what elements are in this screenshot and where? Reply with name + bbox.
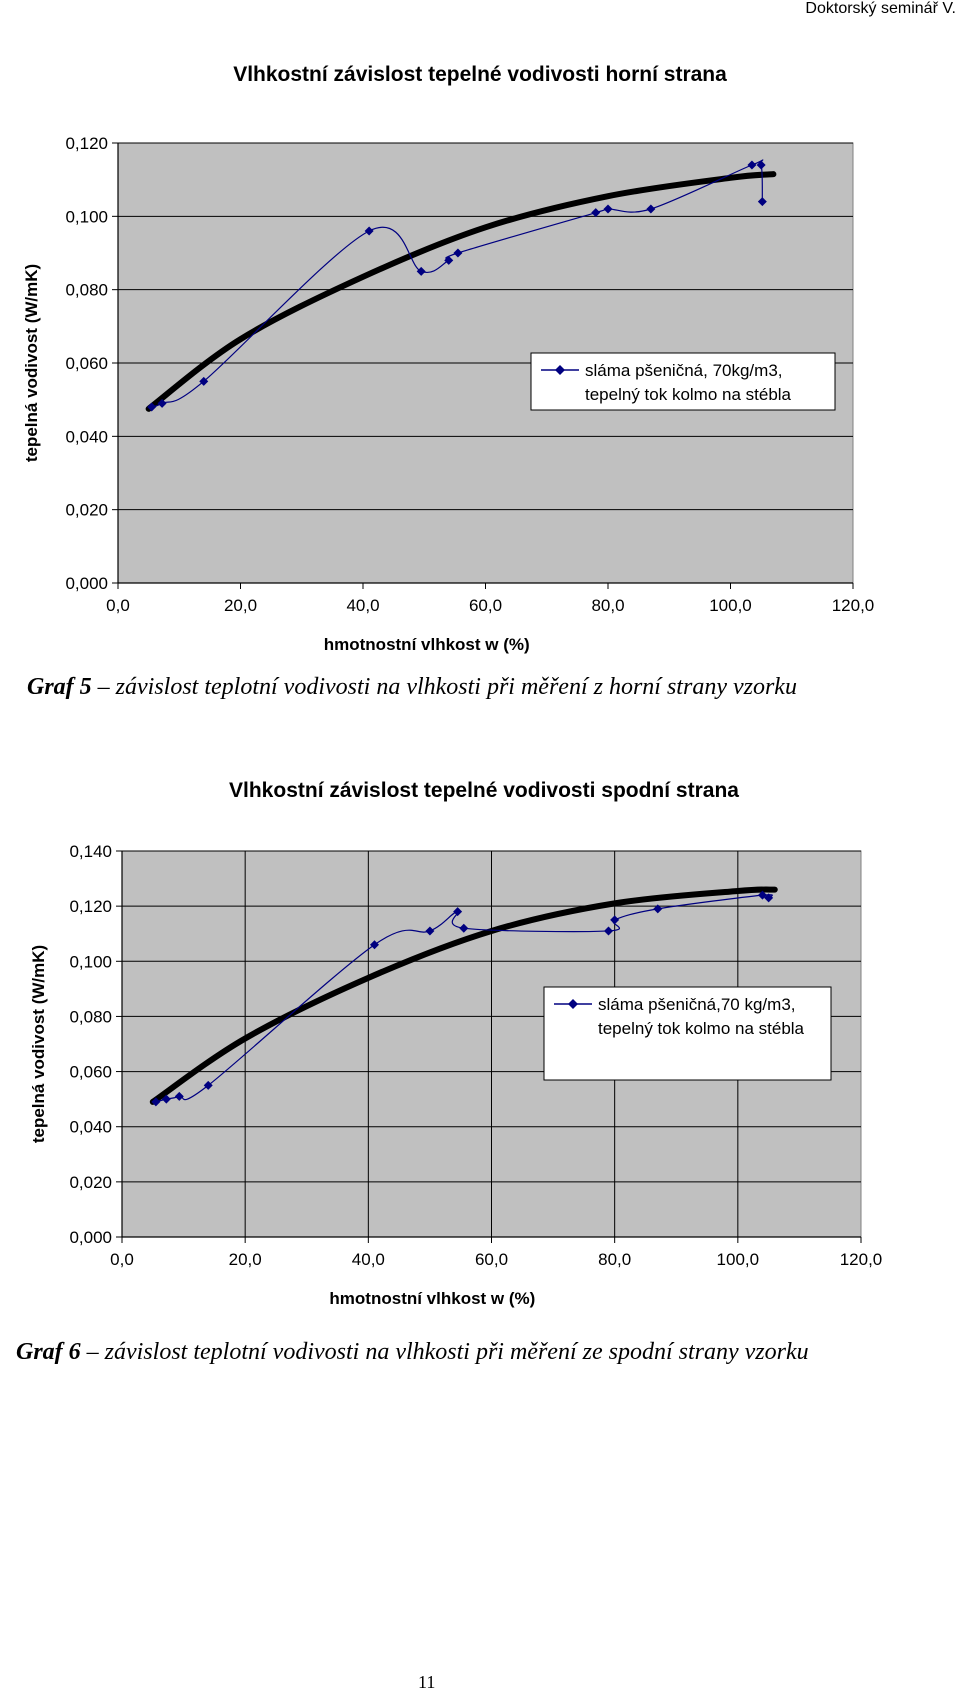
y-tick-label: 0,000 bbox=[69, 1228, 112, 1247]
y-tick-label: 0,000 bbox=[65, 574, 108, 593]
x-tick-label: 40,0 bbox=[346, 596, 379, 615]
legend-marker bbox=[568, 999, 578, 1009]
legend-label: sláma pšeničná,70 kg/m3, bbox=[598, 995, 796, 1014]
data-point bbox=[203, 1080, 213, 1090]
x-tick-label: 100,0 bbox=[717, 1250, 760, 1269]
y-tick-label: 0,120 bbox=[65, 134, 108, 153]
x-tick-label: 120,0 bbox=[832, 596, 875, 615]
data-point bbox=[364, 226, 374, 236]
data-point bbox=[764, 893, 774, 903]
y-tick-label: 0,020 bbox=[65, 501, 108, 520]
chart-moisture-bottom: Vlhkostní závislost tepelné vodivosti sp… bbox=[0, 760, 960, 1310]
legend-box bbox=[530, 352, 836, 411]
x-tick-label: 100,0 bbox=[709, 596, 752, 615]
data-point bbox=[453, 248, 463, 258]
data-point bbox=[161, 1094, 171, 1104]
y-tick-label: 0,100 bbox=[69, 952, 112, 971]
y-tick-label: 0,120 bbox=[69, 897, 112, 916]
y-tick-label: 0,100 bbox=[65, 207, 108, 226]
chart-title: Vlhkostní závislost tepelné vodivosti sp… bbox=[229, 779, 739, 802]
y-tick-label: 0,020 bbox=[69, 1173, 112, 1192]
legend-label: tepelný tok kolmo na stébla bbox=[585, 385, 792, 404]
x-tick-label: 80,0 bbox=[591, 596, 624, 615]
x-tick-label: 120,0 bbox=[840, 1250, 883, 1269]
data-point bbox=[610, 915, 620, 925]
data-point bbox=[603, 204, 613, 214]
y-tick-label: 0,040 bbox=[65, 427, 108, 446]
legend-label: tepelný tok kolmo na stébla bbox=[598, 1019, 805, 1038]
legend-box bbox=[543, 986, 832, 1081]
x-tick-label: 0,0 bbox=[106, 596, 130, 615]
y-tick-label: 0,140 bbox=[69, 842, 112, 861]
figure-caption-5: Graf 5 – závislost teplotní vodivosti na… bbox=[27, 674, 797, 701]
x-tick-label: 80,0 bbox=[598, 1250, 631, 1269]
data-point bbox=[747, 160, 757, 170]
data-point bbox=[459, 923, 469, 933]
data-point bbox=[147, 402, 157, 412]
x-axis-label: hmotnostní vlhkost w (%) bbox=[329, 1289, 535, 1308]
chart-moisture-top: Vlhkostní závislost tepelné vodivosti ho… bbox=[0, 40, 960, 670]
trend-line bbox=[149, 886, 778, 1105]
chart-moisture-top-svg: Vlhkostní závislost tepelné vodivosti ho… bbox=[22, 63, 875, 654]
caption-dash: – bbox=[80, 1339, 105, 1365]
y-tick-label: 0,080 bbox=[69, 1007, 112, 1026]
y-tick-label: 0,060 bbox=[69, 1063, 112, 1082]
data-point bbox=[453, 907, 463, 917]
caption-text: závislost teplotní vodivosti na vlhkosti… bbox=[115, 674, 797, 700]
data-point bbox=[174, 1091, 184, 1101]
data-point bbox=[653, 904, 663, 914]
data-point bbox=[756, 160, 766, 170]
x-tick-label: 60,0 bbox=[469, 596, 502, 615]
y-tick-label: 0,080 bbox=[65, 281, 108, 300]
caption-label: Graf 6 bbox=[16, 1339, 81, 1365]
y-tick-label: 0,040 bbox=[69, 1118, 112, 1137]
y-axis-label: tepelná vodivost (W/mK) bbox=[29, 945, 48, 1143]
caption-label: Graf 5 bbox=[27, 674, 92, 700]
y-tick-label: 0,060 bbox=[65, 354, 108, 373]
caption-dash: – bbox=[91, 674, 116, 700]
legend-marker bbox=[555, 365, 565, 375]
chart-moisture-bottom-svg: Vlhkostní závislost tepelné vodivosti sp… bbox=[29, 779, 883, 1308]
page-header: Doktorský seminář V. bbox=[805, 0, 956, 17]
caption-text: závislost teplotní vodivosti na vlhkosti… bbox=[104, 1339, 809, 1365]
x-tick-label: 20,0 bbox=[229, 1250, 262, 1269]
data-point bbox=[369, 940, 379, 950]
trend-line bbox=[145, 171, 777, 412]
x-tick-label: 20,0 bbox=[224, 596, 257, 615]
data-point bbox=[157, 398, 167, 408]
data-point bbox=[757, 197, 767, 207]
legend-label: sláma pšeničná, 70kg/m3, bbox=[585, 361, 783, 380]
y-axis-label: tepelná vodivost (W/mK) bbox=[22, 264, 41, 462]
data-point bbox=[604, 926, 614, 936]
x-tick-label: 0,0 bbox=[110, 1250, 134, 1269]
page-number: 11 bbox=[418, 1672, 436, 1692]
x-tick-label: 40,0 bbox=[352, 1250, 385, 1269]
data-point bbox=[199, 376, 209, 386]
data-point bbox=[591, 208, 601, 218]
data-point bbox=[151, 1097, 161, 1107]
data-point bbox=[416, 266, 426, 276]
data-point bbox=[646, 204, 656, 214]
x-tick-label: 60,0 bbox=[475, 1250, 508, 1269]
x-axis-label: hmotnostní vlhkost w (%) bbox=[324, 635, 530, 654]
figure-caption-6: Graf 6 – závislost teplotní vodivosti na… bbox=[16, 1339, 809, 1366]
data-point bbox=[425, 926, 435, 936]
chart-title: Vlhkostní závislost tepelné vodivosti ho… bbox=[233, 63, 727, 86]
